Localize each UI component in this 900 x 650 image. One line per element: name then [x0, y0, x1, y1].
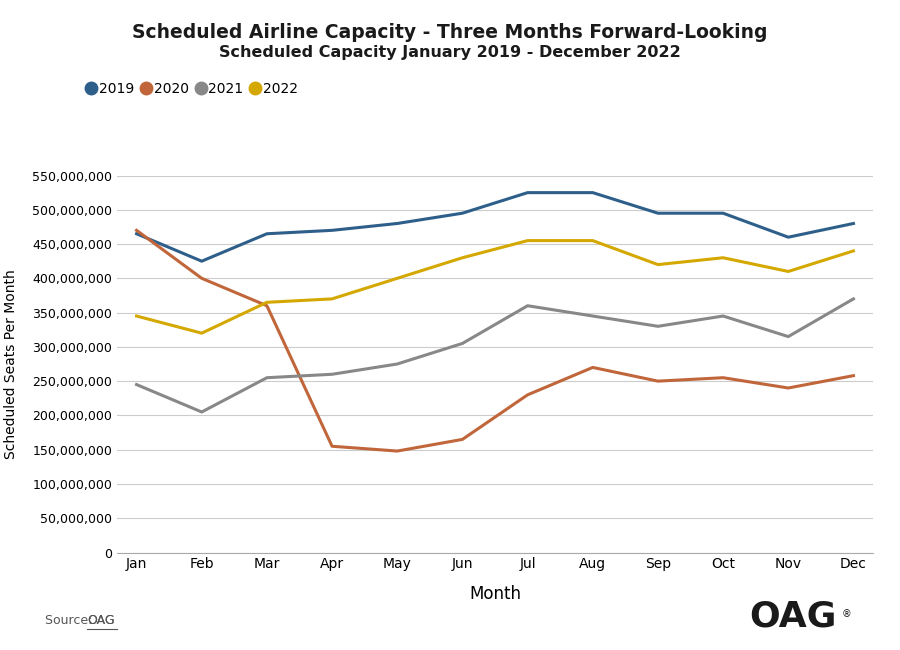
2020 — [848, 372, 859, 380]
2020 — [196, 274, 207, 282]
2022 — [262, 298, 273, 306]
2019 — [652, 209, 663, 217]
Text: Scheduled Capacity January 2019 - December 2022: Scheduled Capacity January 2019 - Decemb… — [219, 46, 681, 60]
2019 — [392, 220, 402, 228]
2020 — [588, 363, 598, 371]
Line: 2020: 2020 — [137, 230, 853, 451]
2021 — [717, 312, 728, 320]
Text: Scheduled Airline Capacity - Three Months Forward-Looking: Scheduled Airline Capacity - Three Month… — [132, 23, 768, 42]
2020 — [131, 226, 142, 234]
2019 — [522, 188, 533, 196]
2020 — [652, 377, 663, 385]
2019 — [717, 209, 728, 217]
2021 — [262, 374, 273, 382]
2022 — [717, 254, 728, 262]
2019 — [783, 233, 794, 241]
2021 — [131, 381, 142, 389]
2022 — [131, 312, 142, 320]
2021 — [196, 408, 207, 416]
2022 — [522, 237, 533, 244]
Line: 2022: 2022 — [137, 240, 853, 333]
2019 — [457, 209, 468, 217]
2022 — [327, 295, 338, 303]
2019 — [588, 188, 598, 196]
2020 — [717, 374, 728, 382]
2020 — [262, 302, 273, 309]
2019 — [131, 230, 142, 238]
2022 — [783, 268, 794, 276]
Legend: 2019, 2020, 2021, 2022: 2019, 2020, 2021, 2022 — [88, 82, 298, 96]
2020 — [392, 447, 402, 455]
Text: OAG: OAG — [87, 614, 115, 627]
2019 — [196, 257, 207, 265]
Y-axis label: Scheduled Seats Per Month: Scheduled Seats Per Month — [4, 269, 18, 459]
2020 — [783, 384, 794, 392]
2021 — [392, 360, 402, 368]
2020 — [457, 436, 468, 443]
2020 — [522, 391, 533, 398]
X-axis label: Month: Month — [469, 585, 521, 603]
Text: ®: ® — [842, 609, 851, 619]
2021 — [327, 370, 338, 378]
2019 — [848, 220, 859, 228]
2021 — [588, 312, 598, 320]
2022 — [848, 247, 859, 255]
2022 — [652, 261, 663, 268]
Text: OAG: OAG — [87, 614, 115, 627]
2022 — [457, 254, 468, 262]
2021 — [522, 302, 533, 309]
2020 — [327, 443, 338, 450]
2021 — [652, 322, 663, 330]
2022 — [196, 330, 207, 337]
2021 — [848, 295, 859, 303]
2022 — [588, 237, 598, 244]
2021 — [783, 333, 794, 341]
2019 — [262, 230, 273, 238]
Line: 2019: 2019 — [137, 192, 853, 261]
2022 — [392, 274, 402, 282]
Text: OAG: OAG — [750, 600, 837, 634]
Text: Source:: Source: — [45, 614, 96, 627]
Line: 2021: 2021 — [137, 299, 853, 412]
2019 — [327, 226, 338, 234]
2021 — [457, 339, 468, 347]
